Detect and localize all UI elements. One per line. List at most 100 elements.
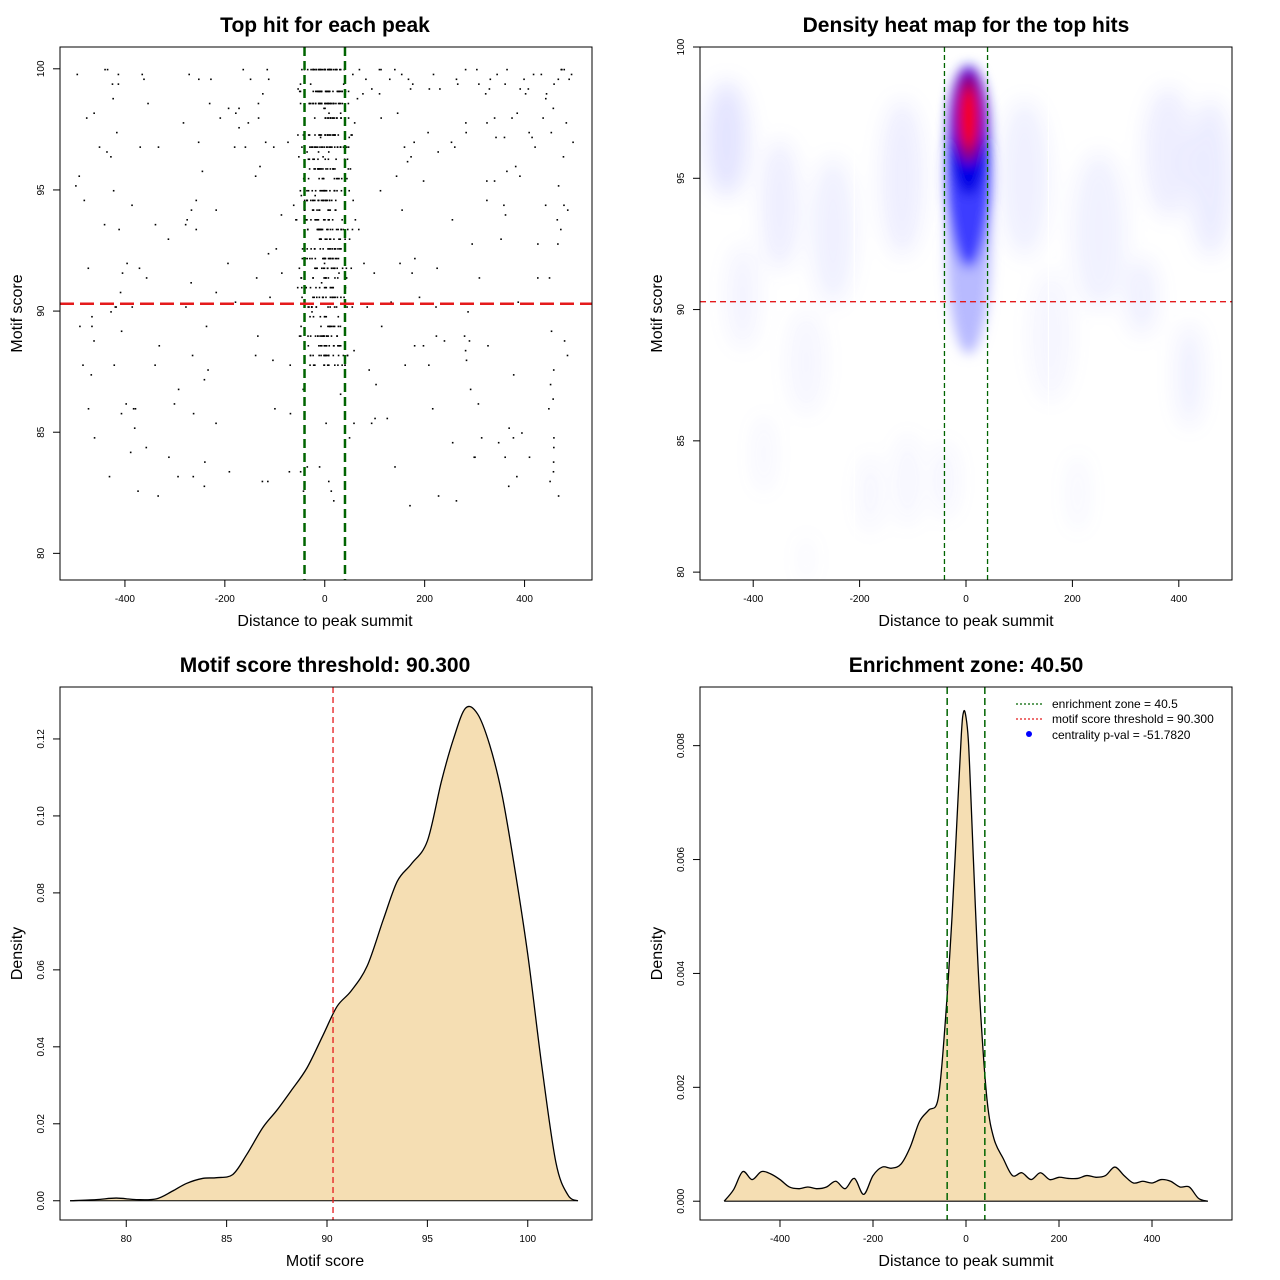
- data-point: [339, 102, 342, 105]
- data-point: [403, 146, 406, 148]
- data-point: [335, 158, 337, 161]
- data-point: [544, 204, 547, 207]
- x-tick-label: 400: [1170, 594, 1187, 605]
- y-tick-label: 95: [676, 172, 687, 184]
- data-point: [328, 248, 331, 250]
- x-tick-label: 0: [322, 594, 328, 605]
- data-point: [264, 141, 267, 144]
- data-point: [418, 296, 421, 299]
- data-point: [309, 335, 312, 337]
- data-point: [503, 204, 505, 207]
- data-point: [112, 97, 114, 100]
- data-point: [347, 117, 350, 119]
- data-point: [563, 68, 566, 71]
- data-point: [351, 134, 353, 136]
- data-point: [313, 296, 315, 299]
- x-tick-label: -400: [115, 594, 135, 605]
- data-point: [316, 219, 319, 221]
- data-point: [272, 146, 275, 148]
- data-point: [116, 131, 118, 134]
- data-point: [349, 168, 352, 170]
- data-point: [106, 68, 109, 71]
- data-point: [537, 243, 539, 245]
- data-point: [339, 146, 342, 148]
- data-point: [341, 364, 343, 366]
- data-point: [310, 102, 312, 105]
- data-point: [184, 223, 187, 226]
- data-point: [332, 117, 334, 119]
- data-point: [477, 403, 480, 405]
- data-point: [557, 185, 560, 187]
- data-point: [331, 134, 334, 136]
- data-point: [326, 267, 329, 270]
- data-point: [329, 189, 331, 192]
- data-point: [242, 68, 245, 71]
- data-point: [259, 165, 261, 168]
- data-point: [467, 311, 469, 313]
- density-fill: [70, 706, 578, 1201]
- data-point: [413, 141, 415, 144]
- data-point: [311, 189, 314, 192]
- data-point: [340, 248, 342, 250]
- data-point: [531, 136, 533, 139]
- data-point: [323, 277, 325, 279]
- data-point: [316, 146, 319, 148]
- data-point: [332, 134, 335, 136]
- data-point: [326, 238, 328, 240]
- data-point: [313, 168, 315, 170]
- y-tick-label: 95: [36, 184, 47, 196]
- data-point: [487, 344, 489, 347]
- data-point: [336, 189, 338, 192]
- data-point: [327, 102, 330, 105]
- data-point: [335, 306, 338, 308]
- data-point: [572, 141, 574, 144]
- heatmap-blob: [1000, 99, 1049, 258]
- data-point: [129, 451, 132, 454]
- data-point: [328, 238, 331, 240]
- data-point: [524, 93, 527, 95]
- data-point: [113, 364, 116, 366]
- data-point: [104, 68, 106, 71]
- data-point: [137, 490, 139, 492]
- data-point: [348, 136, 351, 139]
- data-point: [323, 354, 325, 357]
- data-point: [314, 168, 316, 170]
- data-point: [511, 117, 513, 119]
- heatmap-blobs: [705, 81, 1232, 580]
- data-point: [550, 330, 553, 333]
- data-point: [320, 189, 322, 192]
- data-point: [158, 344, 161, 347]
- data-point: [320, 146, 323, 148]
- data-point: [337, 325, 340, 328]
- x-axis-label: Distance to peak summit: [878, 1253, 1054, 1270]
- data-point: [465, 122, 467, 124]
- data-point: [478, 277, 481, 279]
- data-point: [347, 102, 350, 105]
- data-point: [553, 446, 555, 449]
- data-point: [565, 122, 568, 124]
- data-point: [570, 73, 573, 76]
- data-point: [337, 102, 340, 105]
- data-point: [528, 131, 530, 134]
- data-point: [316, 209, 318, 211]
- data-point: [309, 364, 311, 366]
- panel-3-axes: Motif score threshold: 90.300 Motif score…: [9, 654, 537, 1270]
- data-point: [334, 296, 336, 299]
- data-point: [336, 177, 339, 180]
- data-point: [451, 441, 454, 444]
- data-point: [413, 344, 416, 347]
- data-point: [125, 403, 127, 405]
- data-point: [177, 388, 180, 391]
- data-point: [516, 112, 519, 115]
- data-point: [301, 146, 303, 148]
- y-tick-label: 80: [36, 547, 47, 559]
- data-point: [307, 189, 310, 192]
- data-point: [517, 301, 520, 303]
- y-tick-label: 0.12: [36, 729, 47, 749]
- data-point: [313, 68, 316, 71]
- data-point: [325, 422, 327, 425]
- data-point: [537, 277, 539, 279]
- data-point: [347, 90, 350, 93]
- y-axis-label: Motif score: [9, 274, 26, 352]
- data-point: [303, 199, 306, 202]
